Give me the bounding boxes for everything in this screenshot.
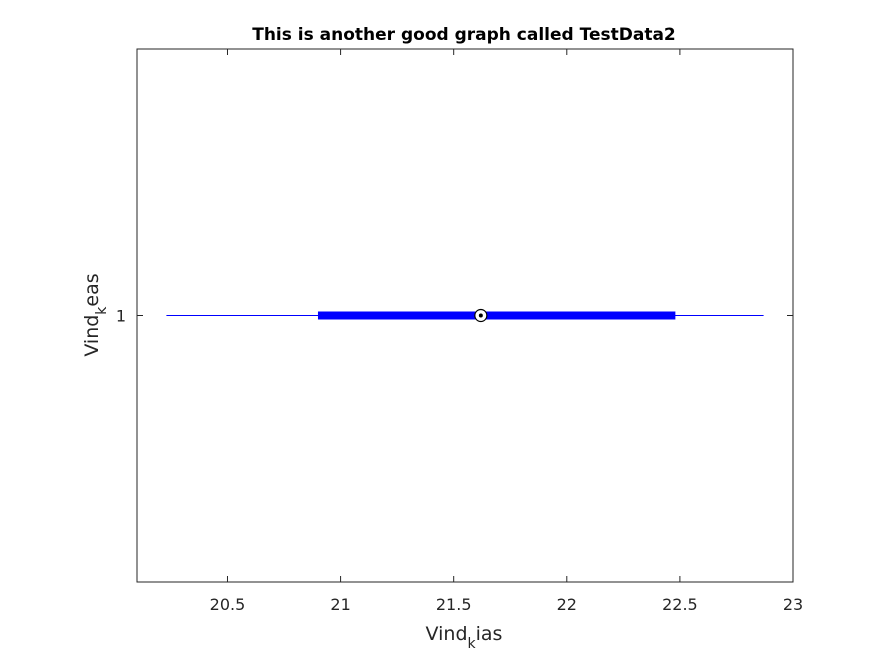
chart-title: This is another good graph called TestDa… — [252, 25, 676, 45]
y-axis-label-base: Vind — [81, 315, 103, 357]
y-axis-label-subscript: k — [94, 306, 110, 315]
y-axis-label: Vindkeas — [81, 273, 110, 356]
x-tick-label: 23 — [783, 595, 803, 614]
interquartile-box — [317, 311, 676, 320]
x-axis-label-base: Vind — [426, 623, 468, 645]
y-axis-label-rest: eas — [81, 273, 103, 306]
x-tick-label: 21 — [330, 595, 350, 614]
x-tick-label: 22 — [557, 595, 577, 614]
x-axis-label-subscript: k — [468, 636, 477, 652]
x-tick-label: 22.5 — [662, 595, 698, 614]
median-dot — [478, 313, 483, 318]
y-axis-ticks: 1 — [116, 307, 793, 326]
x-axis-label-rest: ias — [476, 623, 503, 645]
box-1 — [166, 308, 764, 323]
x-tick-label: 21.5 — [436, 595, 472, 614]
x-axis-label: Vindkias — [426, 623, 503, 652]
x-axis-ticks: 20.5 21 21.5 22 22.5 23 — [210, 49, 803, 614]
box-series — [166, 308, 764, 323]
x-tick-label: 20.5 — [210, 595, 246, 614]
y-tick-label: 1 — [116, 307, 126, 326]
